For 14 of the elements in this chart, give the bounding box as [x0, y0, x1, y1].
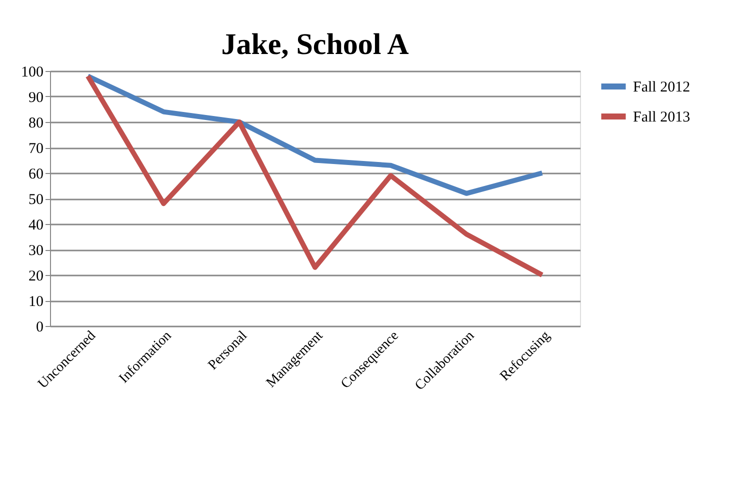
y-tick-label: 50 [28, 192, 44, 208]
y-tick-label: 0 [36, 320, 44, 336]
y-tick-label: 90 [28, 90, 44, 106]
y-tick-label: 100 [21, 64, 44, 80]
legend-label: Fall 2013 [633, 110, 690, 126]
y-tick-label: 40 [28, 218, 44, 234]
chart-title: Jake, School A [221, 28, 410, 61]
y-tick-label: 70 [28, 141, 44, 157]
y-tick-label: 30 [28, 243, 44, 259]
legend-label: Fall 2012 [633, 80, 690, 96]
y-tick-label: 80 [28, 116, 44, 132]
y-tick-label: 10 [28, 294, 44, 310]
y-tick-label: 20 [28, 268, 44, 284]
y-tick-label: 60 [28, 166, 44, 182]
